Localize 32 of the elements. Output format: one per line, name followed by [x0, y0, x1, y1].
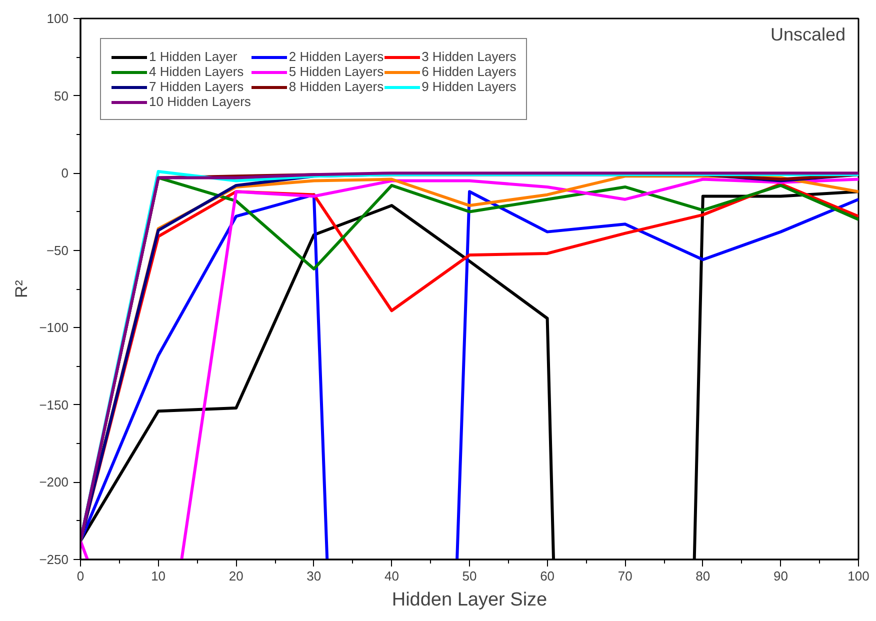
- y-tick-label: −150: [39, 397, 69, 412]
- x-tick-label: 90: [773, 568, 788, 584]
- legend-label: 8 Hidden Layers: [288, 79, 384, 94]
- x-axis-title: Hidden Layer Size: [392, 590, 548, 610]
- x-tick-label: 100: [848, 568, 870, 584]
- legend-label: 7 Hidden Layers: [149, 79, 244, 94]
- x-tick-label: 30: [306, 568, 322, 584]
- y-tick-label: 0: [61, 166, 69, 181]
- legend-label: 4 Hidden Layers: [149, 64, 244, 79]
- legend-label: 10 Hidden Layers: [149, 94, 251, 109]
- x-tick-label: 10: [151, 568, 166, 584]
- legend-label: 6 Hidden Layers: [422, 64, 516, 79]
- y-tick-label: −100: [39, 320, 69, 336]
- y-tick-label: 100: [46, 11, 69, 26]
- x-tick-label: 0: [76, 568, 84, 584]
- x-tick-label: 60: [540, 568, 555, 584]
- y-tick-label: 50: [54, 88, 69, 104]
- legend-label: 5 Hidden Layers: [288, 64, 384, 79]
- x-tick-label: 80: [696, 568, 710, 584]
- x-tick-label: 20: [228, 568, 244, 584]
- legend-label: 1 Hidden Layer: [149, 49, 238, 64]
- legend-label: 9 Hidden Layers: [422, 79, 516, 94]
- annotation: Unscaled: [770, 24, 846, 44]
- x-tick-label: 40: [384, 568, 399, 584]
- y-tick-label: −250: [39, 552, 69, 567]
- legend-label: 2 Hidden Layers: [288, 49, 384, 64]
- y-tick-label: −50: [46, 242, 69, 258]
- x-tick-label: 70: [618, 568, 632, 584]
- x-tick-label: 50: [462, 568, 477, 584]
- y-tick-label: −200: [39, 474, 69, 490]
- y-axis-title: R²: [12, 280, 32, 298]
- legend-label: 3 Hidden Layers: [422, 49, 516, 64]
